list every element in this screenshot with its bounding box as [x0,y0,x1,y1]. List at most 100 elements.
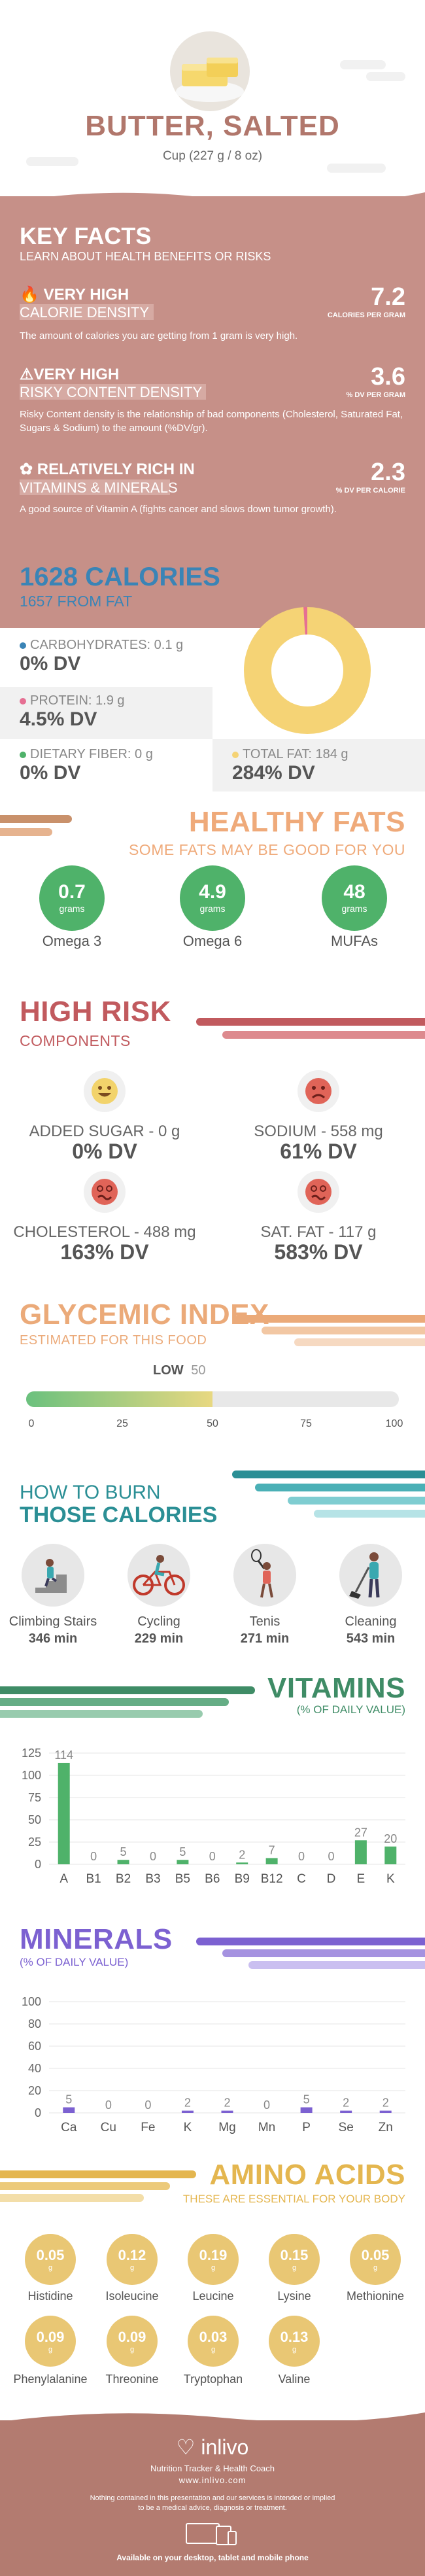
bar-value-label: 2 [224,2097,230,2110]
nutrient-fiber: DIETARY FIBER: 0 g 0% DV [20,747,153,784]
amino-title: AMINO ACIDS [209,2159,405,2191]
bar-value-label: 20 [384,1832,397,1845]
amino-badge: 0.19 g [188,2234,239,2285]
omega6-badge: 4.9 grams [180,865,245,931]
risk-value: 163% DV [60,1240,149,1264]
decor-stripe [0,828,52,836]
bar-value-label: 5 [120,1845,127,1858]
decor-stripe [0,1698,229,1706]
x-category-label: E [357,1872,366,1886]
warning-icon: ⚠ [20,366,34,383]
y-tick-label: 0 [35,2106,41,2119]
x-category-label: B12 [261,1872,283,1886]
protein-dot [20,697,26,705]
activity-label: Cleaning [345,1614,397,1629]
decor-stripe [294,1338,425,1346]
highlight-bar [20,384,206,400]
y-tick-label: 40 [28,2062,41,2075]
fact-unit: CALORIES PER GRAM [327,311,405,319]
burn-subtitle: THOSE CALORIES [20,1503,218,1527]
footer-url[interactable]: www.inlivo.com [178,2475,246,2485]
flame-icon: 🔥 [20,286,39,304]
amino-badge: 0.09 g [107,2316,158,2367]
tennis-icon [233,1544,296,1607]
x-category-label: D [327,1872,336,1886]
mufas-badge: 48 grams [322,865,387,931]
decor-stripe [0,2170,196,2178]
fact-value: 3.6 [371,363,405,391]
x-category-label: B2 [116,1872,131,1886]
risk-label: SAT. FAT - 117 g [260,1223,377,1241]
leaf-icon: ✿ [20,461,33,478]
minerals-title: MINERALS [20,1923,173,1955]
decor-stripe [0,2194,144,2202]
bar-value-label: 0 [150,1850,156,1863]
bicycle-icon [128,1544,190,1607]
gi-tick: 75 [300,1418,312,1429]
fact-description: A good source of Vitamin A (fights cance… [20,504,337,515]
calorie-donut-chart [244,607,371,734]
omega3-badge: 0.7 grams [39,865,105,931]
bar [354,1840,367,1864]
amino-badge: 0.03 g [188,2316,239,2367]
footer-disclaimer: to be a medical advice, diagnosis or tre… [138,2504,287,2512]
bar-value-label: 0 [264,2098,270,2112]
fact-description: The amount of calories you are getting f… [20,330,298,341]
nutrient-row-bg [0,687,212,739]
carbs-dot [20,642,26,649]
amino-badge: 0.13 g [269,2316,320,2367]
bar [221,2110,233,2113]
y-tick-label: 60 [28,2040,41,2053]
risk-subtitle: COMPONENTS [20,1032,131,1049]
amino-badge: 0.09 g [25,2316,76,2367]
gi-tick: 25 [116,1418,128,1429]
y-tick-label: 20 [28,2084,41,2097]
bar [236,1862,248,1864]
fats-title: HEALTHY FATS [188,806,405,838]
bar-value-label: 2 [184,2097,191,2110]
amino-badge: 0.05 g [25,2234,76,2285]
x-category-label: B1 [86,1872,101,1886]
bar [63,2107,75,2113]
donut-fat-segment [244,607,371,734]
amino-badge: 0.05 g [350,2234,401,2285]
amino-label: Valine [278,2373,311,2386]
devices-icon [0,2520,425,2549]
stairs-icon [22,1544,84,1607]
x-category-label: B6 [205,1872,220,1886]
x-category-label: P [302,2121,311,2134]
glycemic-subtitle: ESTIMATED FOR THIS FOOD [20,1333,207,1348]
bar-value-label: 2 [382,2097,389,2110]
decor-stripe [196,1938,425,1945]
fiber-dot [20,751,26,758]
amino-label: Phenylalanine [13,2373,88,2386]
decor-cloud [26,157,78,166]
x-category-label: Se [339,2121,354,2134]
amino-label: Tryptophan [183,2373,243,2386]
decor-stripe [232,1471,425,1478]
bar-value-label: 2 [343,2097,349,2110]
footer-tagline: Nutrition Tracker & Health Coach [150,2463,275,2473]
y-tick-label: 100 [22,1995,41,2008]
decor-stripe [222,1949,425,1957]
bar-value-label: 114 [54,1749,73,1762]
x-category-label: Cu [101,2121,116,2134]
x-category-label: Fe [141,2121,155,2134]
dizzy-face-icon [298,1171,339,1213]
vitamins-bar-chart: 0 25 50 75 100 125 114 A 0 B1 5 B2 0 B3 5 B5 0 B6 2 B9 7 B12 0… [22,1747,405,1886]
vitamins-subtitle: (% OF DAILY VALUE) [296,1703,405,1716]
bar-value-label: 0 [90,1850,97,1863]
decor-stripe [248,1961,425,1969]
fact-value: 7.2 [371,283,405,311]
x-category-label: B3 [145,1872,160,1886]
decor-stripe [0,2182,170,2190]
bar [181,2110,194,2113]
broom-icon [339,1544,402,1607]
heart-icon: ♡ [176,2435,196,2459]
amino-label: Isoleucine [105,2289,159,2303]
fats-subtitle: SOME FATS MAY BE GOOD FOR YOU [128,841,405,858]
footer-disclaimer: Nothing contained in this presentation a… [90,2494,335,2502]
x-category-label: Mn [258,2121,275,2134]
x-category-label: Mg [218,2121,235,2134]
minerals-bar-chart: 0 20 40 60 80 100 5 Ca 0 Cu 0 Fe 2 K 2 Mg 0 Mn 5 P 2 Se 2 Zn [22,1995,405,2134]
